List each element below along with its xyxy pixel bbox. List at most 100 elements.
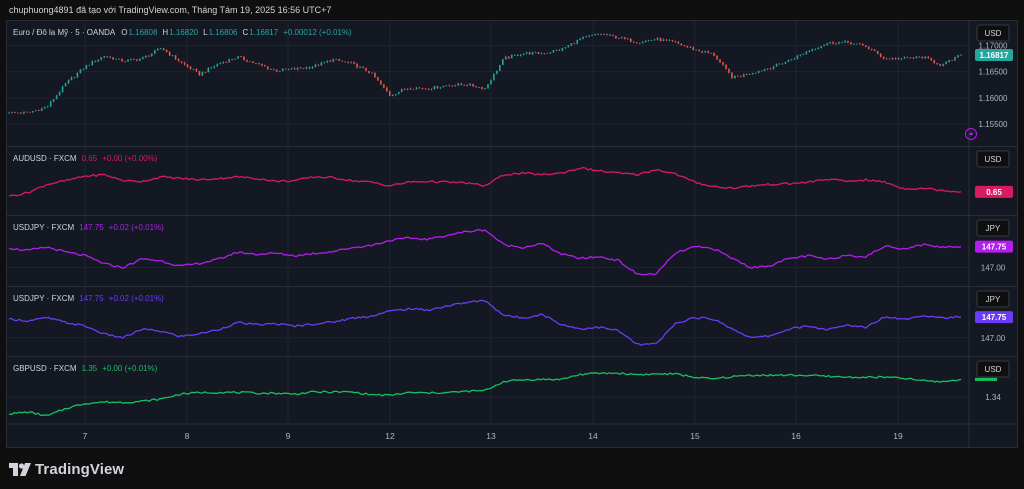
pane-usdjpy-2[interactable]: USDJPY · FXCM 147.75 +0.02 (+0.01%) JPY 147.… bbox=[7, 286, 1017, 346]
time-tick-label: 9 bbox=[286, 431, 291, 441]
candle-body bbox=[365, 67, 367, 72]
pane-usdjpy[interactable]: USDJPY · FXCM 147.75 +0.02 (+0.01%) JPY 147.… bbox=[7, 215, 1017, 276]
candle-body bbox=[252, 61, 254, 63]
candle-body bbox=[136, 59, 138, 61]
candle-body bbox=[927, 56, 930, 59]
legend-symbol: USDJPY · FXCM bbox=[13, 294, 75, 303]
candle-body bbox=[647, 40, 650, 42]
currency-badge[interactable] bbox=[976, 360, 1010, 378]
multi-pane-chart[interactable]: Euro / Đô la Mỹ · 5 · OANDA O1.16808 H1.16… bbox=[7, 21, 1017, 447]
candle-body bbox=[380, 80, 382, 85]
candle-body bbox=[746, 74, 748, 76]
candle-body bbox=[802, 53, 805, 55]
candle-body bbox=[222, 62, 224, 64]
candle-body bbox=[915, 56, 918, 58]
candle-body bbox=[61, 86, 64, 93]
candle-body bbox=[653, 39, 656, 41]
legend-symbol: USDJPY · FXCM bbox=[13, 223, 75, 232]
candle-body bbox=[555, 50, 558, 51]
currency-label: USD bbox=[985, 29, 1002, 38]
candle-body bbox=[597, 33, 599, 35]
candle-body bbox=[409, 88, 412, 90]
candle-body bbox=[88, 64, 91, 66]
pane-eurusd[interactable]: Euro / Đô la Mỹ · 5 · OANDA O1.16808 H1.16… bbox=[7, 24, 1013, 140]
candle-body bbox=[371, 72, 373, 74]
candle-body bbox=[353, 62, 355, 64]
candle-body bbox=[918, 56, 921, 58]
candle-body bbox=[513, 54, 516, 56]
candle-body bbox=[40, 108, 43, 111]
candle-body bbox=[270, 68, 272, 70]
candle-body bbox=[225, 62, 227, 63]
candle-body bbox=[490, 80, 492, 85]
candle-body bbox=[130, 59, 132, 60]
pane-audusd[interactable]: AUDUSD · FXCM 0.65 +0.00 (+0.00%) USD 0.65 bbox=[7, 146, 1017, 198]
candle-body bbox=[516, 54, 519, 56]
lightning-icon[interactable] bbox=[965, 128, 977, 140]
legend-change: +0.02 (+0.01%) bbox=[109, 294, 164, 303]
time-tick-label: 7 bbox=[83, 431, 88, 441]
chart-container[interactable]: Euro / Đô la Mỹ · 5 · OANDA O1.16808 H1.16… bbox=[6, 20, 1018, 448]
candle-body bbox=[564, 47, 567, 49]
candle-body bbox=[320, 62, 323, 66]
candle-body bbox=[17, 112, 19, 114]
candle-body bbox=[79, 69, 82, 73]
pane-gbpusd[interactable]: GBPUSD · FXCM 1.35 +0.00 (+0.01%) USD 1.34 bbox=[7, 356, 1017, 417]
candle-body bbox=[359, 66, 361, 68]
candle-body bbox=[189, 66, 192, 70]
candle-body bbox=[374, 72, 376, 78]
candle-body bbox=[891, 58, 894, 60]
time-tick-label: 16 bbox=[791, 431, 801, 441]
candle-body bbox=[58, 92, 61, 96]
candle-body bbox=[829, 41, 831, 44]
candle-body bbox=[493, 73, 495, 81]
candle-body bbox=[469, 83, 471, 86]
legend-value: 0.65 bbox=[82, 154, 98, 163]
candle-body bbox=[612, 34, 614, 36]
candle-body bbox=[505, 56, 507, 60]
candle-body bbox=[734, 75, 736, 79]
time-axis[interactable]: 7 8 9 12 13 14 15 16 19 bbox=[7, 423, 1017, 441]
candle-body bbox=[686, 45, 689, 48]
candle-body bbox=[751, 73, 754, 75]
candle-body bbox=[8, 112, 10, 114]
tradingview-logo[interactable]: TradingView bbox=[9, 461, 124, 478]
y-tick-label: 147.00 bbox=[981, 264, 1006, 273]
candle-body bbox=[814, 48, 817, 50]
candle-body bbox=[632, 41, 635, 43]
legend-symbol: AUDUSD · FXCM bbox=[13, 154, 77, 163]
candle-body bbox=[267, 66, 269, 69]
candle-body bbox=[876, 51, 879, 54]
time-tick-label: 12 bbox=[385, 431, 395, 441]
currency-badge[interactable] bbox=[976, 24, 1010, 42]
candle-body bbox=[418, 87, 421, 89]
candle-body bbox=[296, 67, 299, 70]
candle-body bbox=[629, 38, 632, 42]
candle-body bbox=[713, 52, 715, 56]
last-price-tag bbox=[975, 49, 1013, 62]
candle-body bbox=[674, 41, 677, 43]
tradingview-logo-icon bbox=[9, 462, 31, 476]
legend-low: 1.16806 bbox=[209, 28, 238, 37]
candle-body bbox=[70, 77, 73, 81]
candle-body bbox=[534, 52, 537, 53]
last-value-tag bbox=[975, 240, 1013, 253]
currency-badge[interactable] bbox=[976, 219, 1010, 237]
candle-body bbox=[933, 60, 936, 64]
candle-body bbox=[32, 111, 34, 113]
candle-body bbox=[186, 64, 189, 67]
candle-body bbox=[826, 43, 828, 45]
candle-body bbox=[808, 50, 811, 52]
candle-body bbox=[954, 57, 956, 61]
candle-body bbox=[29, 111, 31, 113]
candle-body bbox=[109, 57, 111, 58]
currency-badge[interactable] bbox=[976, 150, 1010, 168]
legend-gbpusd: GBPUSD · FXCM 1.35 +0.00 (+0.01%) bbox=[13, 364, 158, 373]
candle-body bbox=[14, 111, 16, 113]
currency-badge[interactable] bbox=[976, 290, 1010, 308]
candle-body bbox=[930, 58, 933, 61]
candle-body bbox=[775, 63, 778, 67]
series-line-audusd bbox=[8, 166, 962, 197]
candle-body bbox=[442, 85, 445, 88]
candle-body bbox=[832, 41, 834, 44]
